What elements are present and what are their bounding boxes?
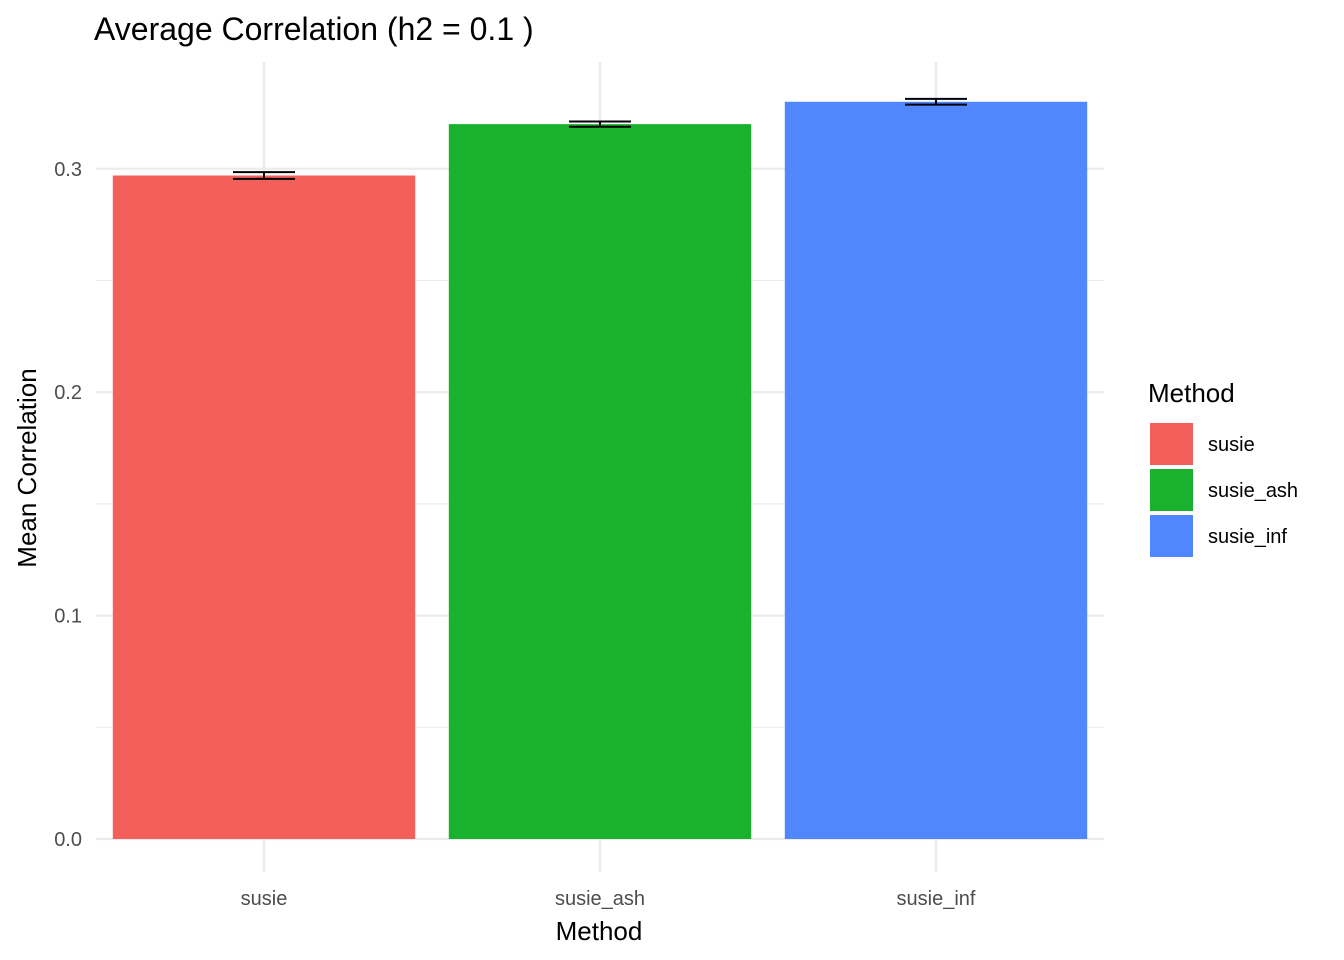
- legend-label-susie: susie: [1208, 434, 1255, 456]
- bar-susie_ash: [448, 124, 752, 840]
- x-tick-labels: susie susie_ash susie_inf: [241, 888, 976, 910]
- legend: Method susie susie_ash susie_inf: [1148, 378, 1298, 557]
- y-tick-label: 0.0: [54, 829, 82, 851]
- x-axis-title: Method: [556, 916, 643, 946]
- y-tick-label: 0.1: [54, 606, 82, 628]
- y-tick-labels: 0.0 0.1 0.2 0.3: [54, 159, 82, 851]
- x-tick-label: susie_inf: [897, 888, 976, 910]
- x-tick-label: susie: [241, 888, 288, 910]
- legend-title: Method: [1148, 378, 1235, 408]
- bars: [112, 101, 1088, 840]
- legend-label-susie_inf: susie_inf: [1208, 526, 1287, 548]
- error-bars: [233, 97, 967, 180]
- y-tick-label: 0.3: [54, 159, 82, 181]
- x-tick-label: susie_ash: [555, 888, 645, 910]
- bar-susie_inf: [784, 101, 1088, 839]
- chart-title: Average Correlation (h2 = 0.1 ): [94, 11, 534, 47]
- y-axis-title: Mean Correlation: [12, 368, 42, 567]
- y-tick-label: 0.2: [54, 382, 82, 404]
- bar-susie: [112, 175, 416, 839]
- legend-key-susie_ash: [1150, 469, 1193, 511]
- legend-key-susie_inf: [1150, 515, 1193, 557]
- legend-label-susie_ash: susie_ash: [1208, 480, 1298, 502]
- legend-key-susie: [1150, 423, 1193, 465]
